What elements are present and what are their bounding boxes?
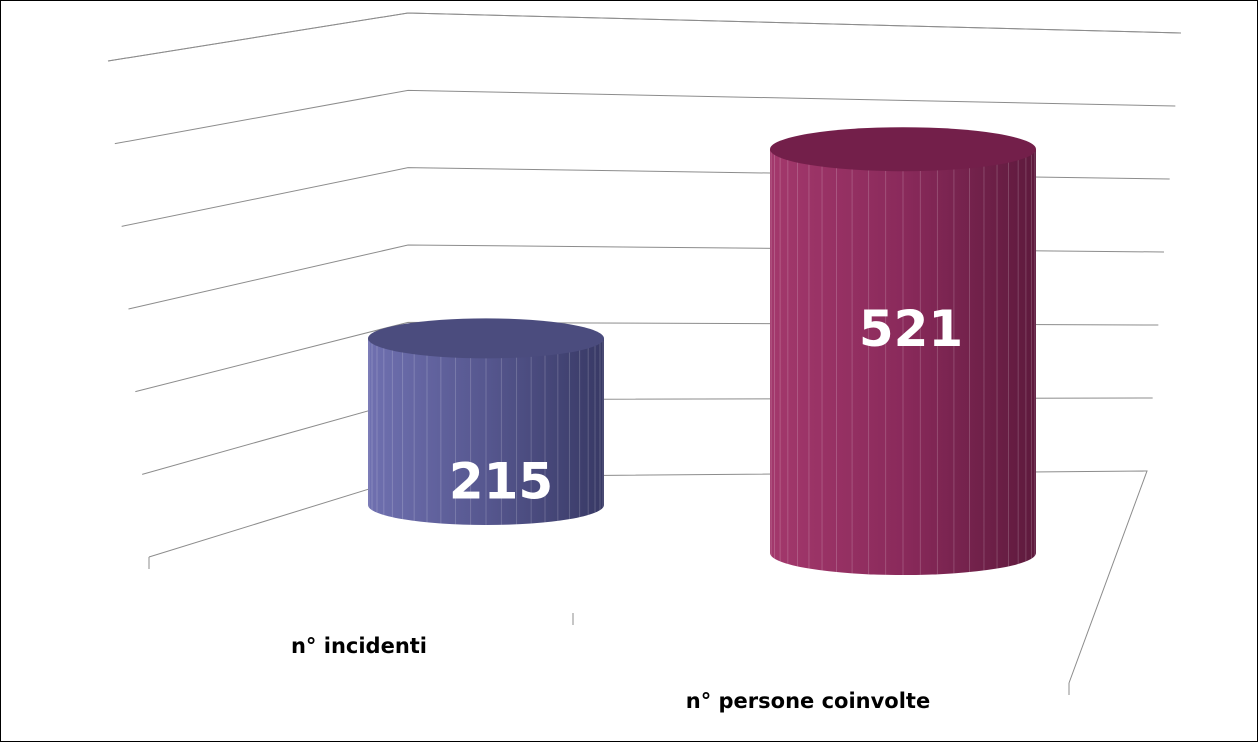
category-label: n° incidenti xyxy=(291,634,427,658)
gridline xyxy=(107,12,1182,62)
cylinder-body xyxy=(770,149,1036,575)
data-label: 215 xyxy=(449,452,553,510)
chart-bars xyxy=(368,127,1036,575)
cylinder-body xyxy=(368,338,604,525)
cylinder-top xyxy=(770,127,1036,172)
cylinder-top xyxy=(368,318,604,359)
wall-top-edge xyxy=(107,12,1182,62)
chart-labels: 215 521 n° incidenti n° persone coinvolte xyxy=(291,300,963,713)
gridline xyxy=(114,89,1176,145)
data-label: 521 xyxy=(859,300,963,358)
category-label: n° persone coinvolte xyxy=(686,689,930,713)
